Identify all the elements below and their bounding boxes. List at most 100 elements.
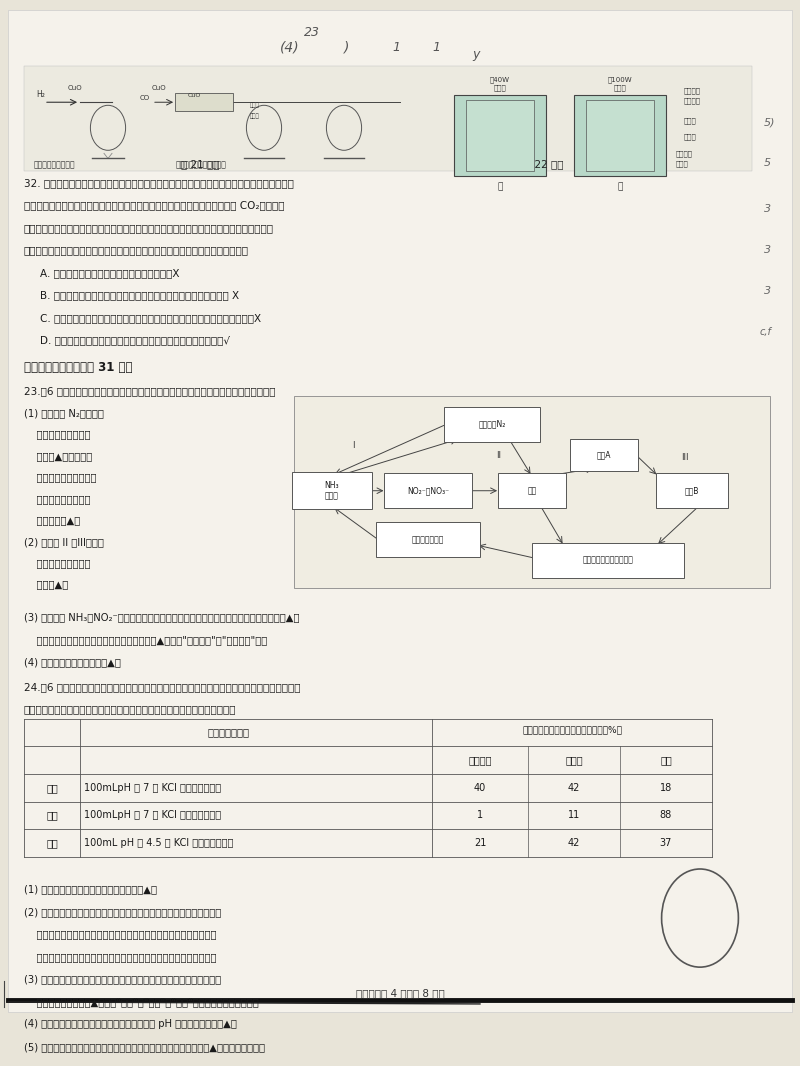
Text: 1: 1 xyxy=(477,810,483,821)
Text: 置100W
台灯下: 置100W 台灯下 xyxy=(608,77,632,92)
Text: 甲：氢气还原氧化铜: 甲：氢气还原氧化铜 xyxy=(34,161,75,169)
Text: 3: 3 xyxy=(764,245,771,256)
Text: 装清水的: 装清水的 xyxy=(676,150,693,157)
Text: (4) 当蚕豆叶处于黑暗环境中时，叶肉细胞内的 pH 会下降，这是因为▲。: (4) 当蚕豆叶处于黑暗环境中时，叶肉细胞内的 pH 会下降，这是因为▲。 xyxy=(24,1019,237,1030)
Text: CuO: CuO xyxy=(152,85,166,91)
Text: 管内液面上升；一段时间后同时关灯，再次分别读数。下列有关叙述中，正确的是: 管内液面上升；一段时间后同时关灯，再次分别读数。下列有关叙述中，正确的是 xyxy=(24,245,249,256)
Text: 植物: 植物 xyxy=(527,486,537,496)
Text: 乙: 乙 xyxy=(618,182,622,191)
Text: (4): (4) xyxy=(280,41,300,54)
Text: ): ) xyxy=(344,41,350,54)
Text: 落中，能从环境中直接: 落中，能从环境中直接 xyxy=(24,472,97,482)
FancyBboxPatch shape xyxy=(376,522,480,558)
Text: NO₂⁻、NO₃⁻: NO₂⁻、NO₃⁻ xyxy=(407,486,449,496)
Text: 42: 42 xyxy=(568,782,580,793)
Text: 完全开放: 完全开放 xyxy=(468,755,492,765)
FancyBboxPatch shape xyxy=(656,473,728,508)
Text: 在答题卡的圆圈中，并标注出表皮细胞、气孔、保卫细胞和叶绿体。: 在答题卡的圆圈中，并标注出表皮细胞、气孔、保卫细胞和叶绿体。 xyxy=(24,952,217,962)
Text: 金鱼藻: 金鱼藻 xyxy=(684,133,697,140)
Text: III: III xyxy=(682,453,689,462)
Text: 胞细胞液的质量分数▲（选填"大于"、"小于"或"等于"）土壤溶液的质量分数。: 胞细胞液的质量分数▲（选填"大于"、"小于"或"等于"）土壤溶液的质量分数。 xyxy=(24,997,258,1006)
Text: 第 22 题图: 第 22 题图 xyxy=(525,159,563,168)
Text: 带刻度的: 带刻度的 xyxy=(684,87,701,94)
Text: B. 将盐水瓶放入清水中，能使温度基本恒定，是因为水的密度较大 X: B. 将盐水瓶放入清水中，能使温度基本恒定，是因为水的密度较大 X xyxy=(40,290,239,301)
Text: 生物属于生态系统成: 生物属于生态系统成 xyxy=(24,559,90,568)
Text: (2) 能完成 II 和III过程的: (2) 能完成 II 和III过程的 xyxy=(24,537,104,547)
Text: C. 两次读数之差是该时间段内金鱼藻通过光合作用吸收的二氧化碳的体积数X: C. 两次读数之差是该时间段内金鱼藻通过光合作用吸收的二氧化碳的体积数X xyxy=(40,312,261,323)
Text: 100mL pH 为 4.5 的 KCl 溶液＋太阳光照: 100mL pH 为 4.5 的 KCl 溶液＋太阳光照 xyxy=(84,838,234,847)
Text: 88: 88 xyxy=(660,810,672,821)
Text: 40: 40 xyxy=(474,782,486,793)
Text: CuO: CuO xyxy=(188,93,202,98)
Text: (1) 分析表中数据，可以得出的实验结论是▲。: (1) 分析表中数据，可以得出的实验结论是▲。 xyxy=(24,885,157,894)
Text: 动物B: 动物B xyxy=(685,486,699,496)
Text: 大类生物是▲。: 大类生物是▲。 xyxy=(24,515,80,526)
Text: 甲: 甲 xyxy=(498,182,502,191)
Text: 乙组: 乙组 xyxy=(46,810,58,821)
Text: 吸收含氮无机物的两: 吸收含氮无机物的两 xyxy=(24,494,90,504)
Text: 大气中的N₂: 大气中的N₂ xyxy=(478,420,506,429)
Text: (3) 氮元素以 NH₃、NO₂⁻（亚硝酸根离子）等形式被生物吸收，进入细胞后主要用于合成▲和: (3) 氮元素以 NH₃、NO₂⁻（亚硝酸根离子）等形式被生物吸收，进入细胞后主… xyxy=(24,612,299,623)
Text: 三、填空题（本大题共 31 分）: 三、填空题（本大题共 31 分） xyxy=(24,361,133,374)
FancyBboxPatch shape xyxy=(466,100,534,171)
FancyBboxPatch shape xyxy=(454,95,546,176)
Text: 1: 1 xyxy=(432,41,440,54)
Text: 24.（6 分）哪些因素会影响气孔开闭呢？兴趣小组以蚕豆叶为实验材料进行实验：先将若干蚕豆: 24.（6 分）哪些因素会影响气孔开闭呢？兴趣小组以蚕豆叶为实验材料进行实验：先… xyxy=(24,682,301,692)
Text: 100mLpH 为 7 的 KCl 溶液＋黑暗处理: 100mLpH 为 7 的 KCl 溶液＋黑暗处理 xyxy=(84,810,221,821)
Text: 第 21 题图: 第 21 题图 xyxy=(181,159,219,168)
Text: 大烧杯: 大烧杯 xyxy=(676,161,689,167)
Text: 制片观察叶片下表皮气孔开闭情况（%）: 制片观察叶片下表皮气孔开闭情况（%） xyxy=(522,725,622,734)
Text: 蚕豆种子中的有机物主要贮藏在▲中。: 蚕豆种子中的有机物主要贮藏在▲中。 xyxy=(24,1064,140,1066)
Text: 32. 为了探究光照强度对光合作用强度的影响，小明设计了密封的实验装置，如图所示，两装置: 32. 为了探究光照强度对光合作用强度的影响，小明设计了密封的实验装置，如图所示… xyxy=(24,178,294,188)
Text: (5) 蚕豆在开花结果期，叶通过光合作用制造的有机物，通过茎中的▲运输到植株各处；: (5) 蚕豆在开花结果期，叶通过光合作用制造的有机物，通过茎中的▲运输到植株各处… xyxy=(24,1041,265,1052)
Text: 乙：一氧化碳还原氧化铜: 乙：一氧化碳还原氧化铜 xyxy=(176,161,227,169)
Text: (1) 大气中的 N₂进入该森: (1) 大气中的 N₂进入该森 xyxy=(24,408,104,418)
FancyBboxPatch shape xyxy=(8,11,792,1012)
FancyBboxPatch shape xyxy=(294,395,770,587)
Text: 42: 42 xyxy=(568,838,580,847)
Text: H₂: H₂ xyxy=(36,91,45,99)
Text: 3: 3 xyxy=(764,287,771,296)
FancyBboxPatch shape xyxy=(443,407,541,441)
Text: 盐水瓶: 盐水瓶 xyxy=(684,117,697,125)
FancyBboxPatch shape xyxy=(570,438,638,471)
Text: 37: 37 xyxy=(660,838,672,847)
Text: 23.（6 分）如图为某原始森林生态系统中氮循环过程示意图，请根据图回答下列问题：: 23.（6 分）如图为某原始森林生态系统中氮循环过程示意图，请根据图回答下列问题… xyxy=(24,387,275,397)
FancyBboxPatch shape xyxy=(384,473,472,508)
Text: 分中的▲。: 分中的▲。 xyxy=(24,580,68,589)
Text: 澄清的: 澄清的 xyxy=(250,102,259,109)
FancyBboxPatch shape xyxy=(24,66,752,171)
Text: 核酸两类大分子有机物，这属于新陈代谢中的▲（选填"同化作用"或"异化作用"）。: 核酸两类大分子有机物，这属于新陈代谢中的▲（选填"同化作用"或"异化作用"）。 xyxy=(24,635,267,645)
Text: 直玻璃管: 直玻璃管 xyxy=(684,97,701,103)
FancyBboxPatch shape xyxy=(532,543,685,578)
FancyBboxPatch shape xyxy=(175,93,233,112)
Text: A. 实验过程中，电能全部转化成内能和化学能X: A. 实验过程中，电能全部转化成内能和化学能X xyxy=(40,268,179,278)
Text: 18: 18 xyxy=(660,782,672,793)
Text: 置40W
台灯下: 置40W 台灯下 xyxy=(490,77,510,92)
Text: CuO: CuO xyxy=(68,85,82,91)
Text: 11: 11 xyxy=(568,810,580,821)
Text: 闭合: 闭合 xyxy=(660,755,672,765)
Text: I: I xyxy=(352,440,354,450)
Text: 半开放: 半开放 xyxy=(565,755,583,765)
Text: 甲组: 甲组 xyxy=(46,782,58,793)
Text: 1: 1 xyxy=(392,41,400,54)
Text: 5): 5) xyxy=(764,117,775,128)
Text: 土壤中的微生物: 土壤中的微生物 xyxy=(412,535,444,545)
Text: 观察表皮细胞、气孔和保卫细胞，请你将当时观察到的实验结果绘制: 观察表皮细胞、气孔和保卫细胞，请你将当时观察到的实验结果绘制 xyxy=(24,930,217,939)
Text: c,f: c,f xyxy=(760,327,772,337)
Text: 23: 23 xyxy=(304,26,320,38)
Text: 5: 5 xyxy=(764,159,771,168)
Text: NH₃
或铵盐: NH₃ 或铵盐 xyxy=(325,481,339,500)
Text: (3) 植物是一个统一的整体，当叶中的气孔处于开放状态时，根中根毛细: (3) 植物是一个统一的整体，当叶中的气孔处于开放状态时，根中根毛细 xyxy=(24,974,221,984)
Text: 固氮和▲，在森林群: 固氮和▲，在森林群 xyxy=(24,451,92,461)
Text: 3: 3 xyxy=(764,205,771,214)
FancyBboxPatch shape xyxy=(498,473,566,508)
Text: 溶液。实验步骤：先分别读取甲、乙玻璃管液面显示的读数；同时打开两台灯，观察到玻璃: 溶液。实验步骤：先分别读取甲、乙玻璃管液面显示的读数；同时打开两台灯，观察到玻璃 xyxy=(24,223,274,232)
Text: 叶放在不同的环境中一段时间，然后制成临时裂片观察，实验结果如表所示：: 叶放在不同的环境中一段时间，然后制成临时裂片观察，实验结果如表所示： xyxy=(24,705,237,714)
Text: 蚕豆叶所处环境: 蚕豆叶所处环境 xyxy=(207,727,249,738)
Text: II: II xyxy=(496,451,501,461)
Text: y: y xyxy=(472,48,479,61)
Text: 丙组: 丙组 xyxy=(46,838,58,847)
FancyBboxPatch shape xyxy=(574,95,666,176)
